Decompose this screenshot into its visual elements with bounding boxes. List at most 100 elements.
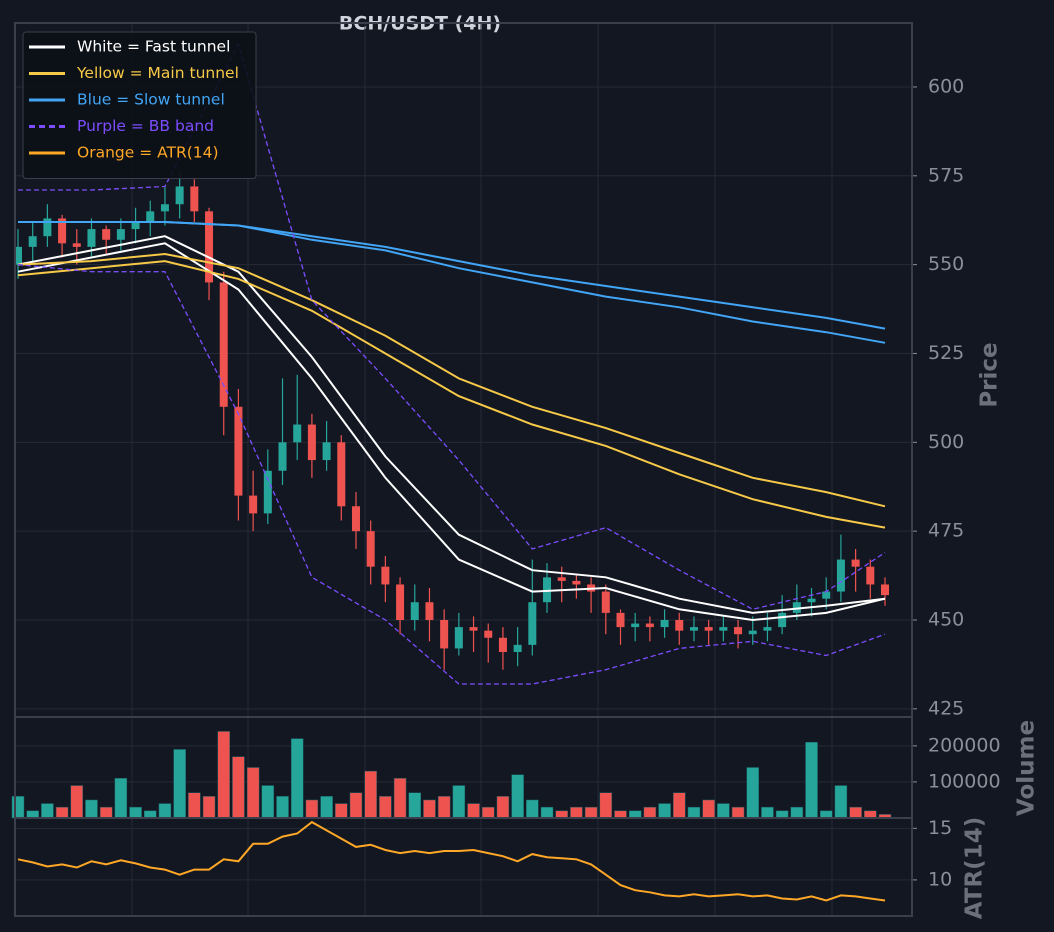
candle-body	[263, 470, 272, 514]
volume-bar	[144, 810, 157, 819]
volume-bar	[658, 803, 671, 819]
candle-body	[116, 229, 125, 240]
volume-bar	[408, 792, 422, 819]
legend: White = Fast tunnel Yellow = Main tunnel B…	[22, 31, 257, 179]
candle-body	[719, 627, 728, 631]
volume-bar	[158, 803, 172, 819]
volume-bar	[481, 806, 495, 819]
volume-bar	[202, 796, 216, 819]
candle-body	[249, 495, 258, 514]
candle-body	[469, 627, 478, 631]
candle-body	[131, 221, 140, 230]
candle-body	[513, 644, 522, 652]
volume-bar	[335, 803, 348, 819]
candle-body	[704, 627, 713, 631]
candle-body	[322, 442, 331, 461]
volume-bar	[673, 792, 686, 819]
y-tick-label: 450	[928, 608, 964, 630]
y-tick-label: 550	[928, 253, 964, 275]
y-tick-label: 500	[928, 431, 964, 453]
candle-body	[866, 566, 875, 585]
candle-body	[87, 229, 96, 247]
candle-body	[58, 218, 67, 244]
candle-body	[675, 619, 684, 631]
volume-bar	[614, 810, 627, 819]
volume-bar	[540, 806, 554, 819]
volume-bar	[819, 810, 833, 819]
volume-bar	[805, 742, 818, 819]
volume-bar	[393, 778, 407, 819]
volume-bar	[85, 799, 98, 819]
candle-body	[807, 598, 816, 603]
candle-body	[72, 243, 81, 247]
candle-body	[366, 531, 375, 567]
candle-body	[572, 580, 581, 585]
volume-bar	[570, 806, 583, 819]
volume-bar	[834, 785, 848, 819]
volume-bar	[452, 785, 466, 819]
candle-body	[498, 637, 507, 652]
volume-bar	[687, 806, 701, 819]
panel-frame	[14, 817, 913, 917]
volume-bar	[628, 810, 642, 819]
candle-body	[43, 218, 52, 237]
candle-body	[351, 506, 360, 532]
volume-bar	[129, 806, 142, 819]
candle-body	[102, 229, 111, 240]
candle-body	[616, 612, 625, 628]
candle-body	[381, 566, 390, 585]
candle-body	[454, 627, 463, 649]
candle-body	[689, 627, 698, 631]
volume-bar	[26, 810, 39, 819]
volume-bar	[761, 806, 774, 819]
candle-body	[440, 619, 449, 649]
candle-body	[293, 424, 302, 443]
volume-bar	[349, 792, 363, 819]
axis-title: ATR(14)	[962, 817, 988, 919]
volume-bar	[702, 799, 715, 819]
candle-body	[278, 442, 287, 471]
candle-body	[528, 602, 537, 645]
axis-title: Price	[977, 342, 1003, 407]
y-tick-label: 575	[928, 164, 964, 186]
y-tick-label: 525	[928, 342, 964, 364]
candle-body	[410, 602, 419, 620]
legend-label: Blue = Slow tunnel	[77, 91, 225, 109]
volume-bar	[246, 767, 260, 819]
volume-bar	[232, 756, 245, 819]
candle-body	[631, 623, 640, 628]
volume-bar	[467, 803, 480, 819]
y-tick-label: 10	[928, 868, 952, 890]
candle-body	[425, 602, 434, 620]
y-tick-label: 200000	[928, 734, 1001, 756]
candle-body	[484, 630, 493, 638]
candle-body	[205, 211, 214, 283]
candle-body	[792, 602, 801, 613]
volume-bar	[599, 792, 613, 819]
indicator-line	[18, 221, 886, 344]
volume-bar	[437, 796, 451, 819]
volume-bar	[305, 799, 319, 819]
candle-body	[160, 204, 169, 212]
candle-body	[175, 186, 184, 205]
atr-line	[17, 820, 886, 902]
y-tick-label: 15	[928, 817, 952, 839]
axis-title: Volume	[1014, 720, 1040, 816]
candle-body	[543, 577, 552, 603]
volume-bar	[643, 806, 657, 819]
candle-body	[14, 246, 22, 265]
volume-bar	[849, 806, 862, 819]
legend-label: Orange = ATR(14)	[77, 144, 219, 162]
indicator-line	[17, 252, 886, 508]
legend-label: White = Fast tunnel	[77, 38, 230, 56]
candle-body	[851, 559, 860, 567]
candle-body	[396, 584, 405, 620]
candle-body	[234, 406, 243, 496]
volume-bar	[276, 796, 289, 819]
volume-bar	[584, 806, 598, 819]
candle-body	[219, 282, 228, 407]
legend-box	[22, 31, 257, 179]
legend-label: Purple = BB band	[77, 117, 214, 135]
volume-bar	[423, 799, 436, 819]
